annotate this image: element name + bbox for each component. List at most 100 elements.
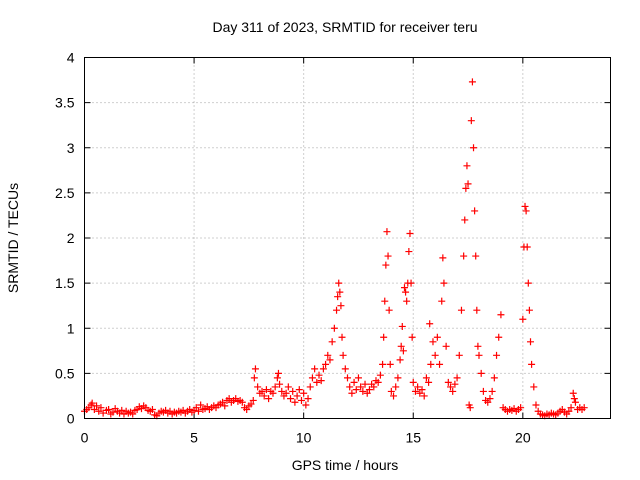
data-point [447,383,455,391]
data-point [317,377,325,385]
data-point [118,406,126,414]
data-point [109,408,117,416]
data-point [479,387,487,395]
data-point [361,380,369,388]
data-point [422,374,430,382]
data-point [379,360,387,368]
data-point [339,351,347,359]
data-point [313,378,321,386]
data-point [297,396,305,404]
data-point [97,404,105,412]
data-point [468,78,476,86]
data-point [333,306,341,314]
data-point [247,400,255,408]
x-tick-label: 5 [190,430,198,446]
data-point [350,378,358,386]
y-tick-label: 1 [67,320,75,336]
data-points [81,78,588,420]
data-point [438,297,446,305]
data-point [429,338,437,346]
data-point [439,254,447,262]
grid-lines [84,57,611,419]
data-point [528,360,536,368]
data-point [238,398,246,406]
data-point [348,389,356,397]
data-point [449,387,457,395]
data-point [394,374,402,382]
data-point [490,374,498,382]
data-point [524,279,532,287]
data-point [427,360,435,368]
data-point [440,279,448,287]
data-point [250,374,258,382]
data-point [402,288,410,296]
data-point [295,386,303,394]
data-point [359,387,367,395]
x-tick-label: 20 [515,430,531,446]
data-point [269,389,277,397]
data-point [488,387,496,395]
data-point [276,380,284,388]
data-point [408,333,416,341]
data-point [451,380,459,388]
data-point [497,311,505,319]
data-point [284,383,292,391]
y-tick-label: 3.5 [55,95,75,111]
data-point [93,402,101,410]
data-point [525,306,533,314]
data-point [381,297,389,305]
data-point [484,398,492,406]
data-point [370,383,378,391]
x-axis-ticks: 0 5 10 15 20 [81,57,531,446]
data-point [467,117,475,125]
data-point [330,324,338,332]
data-point [380,333,388,341]
data-point [382,261,390,269]
data-point [387,387,395,395]
data-point [521,202,529,210]
data-point [311,365,319,373]
data-point [398,322,406,330]
data-point [461,216,469,224]
data-point [396,356,404,364]
data-point [418,386,426,394]
data-point [444,378,452,386]
data-point [274,369,282,377]
data-point [287,395,295,403]
data-point [442,342,450,350]
data-point [322,360,330,368]
data-point [341,365,349,373]
data-point [221,402,229,410]
y-tick-label: 0.5 [55,365,75,381]
data-point [565,407,573,415]
y-tick-label: 2.5 [55,185,75,201]
data-point [530,383,538,391]
data-point [493,351,501,359]
data-point [197,401,205,409]
data-point [569,389,577,397]
data-point [324,351,332,359]
data-point [326,356,334,364]
data-point [376,371,384,379]
data-point [433,333,441,341]
data-point [346,383,354,391]
data-point [460,252,468,260]
data-point [431,351,439,359]
data-point [475,351,483,359]
data-point [472,252,480,260]
data-point [148,405,156,413]
data-point [470,144,478,152]
data-point [390,392,398,400]
data-point [383,228,391,236]
data-point [420,392,428,400]
data-point [405,248,413,256]
data-point [414,383,422,391]
data-point [354,374,362,382]
data-point [407,279,415,287]
data-point [335,279,343,287]
data-point [403,297,411,305]
data-point [129,410,137,418]
data-point [384,252,392,260]
data-point [225,395,233,403]
data-point [463,162,471,170]
